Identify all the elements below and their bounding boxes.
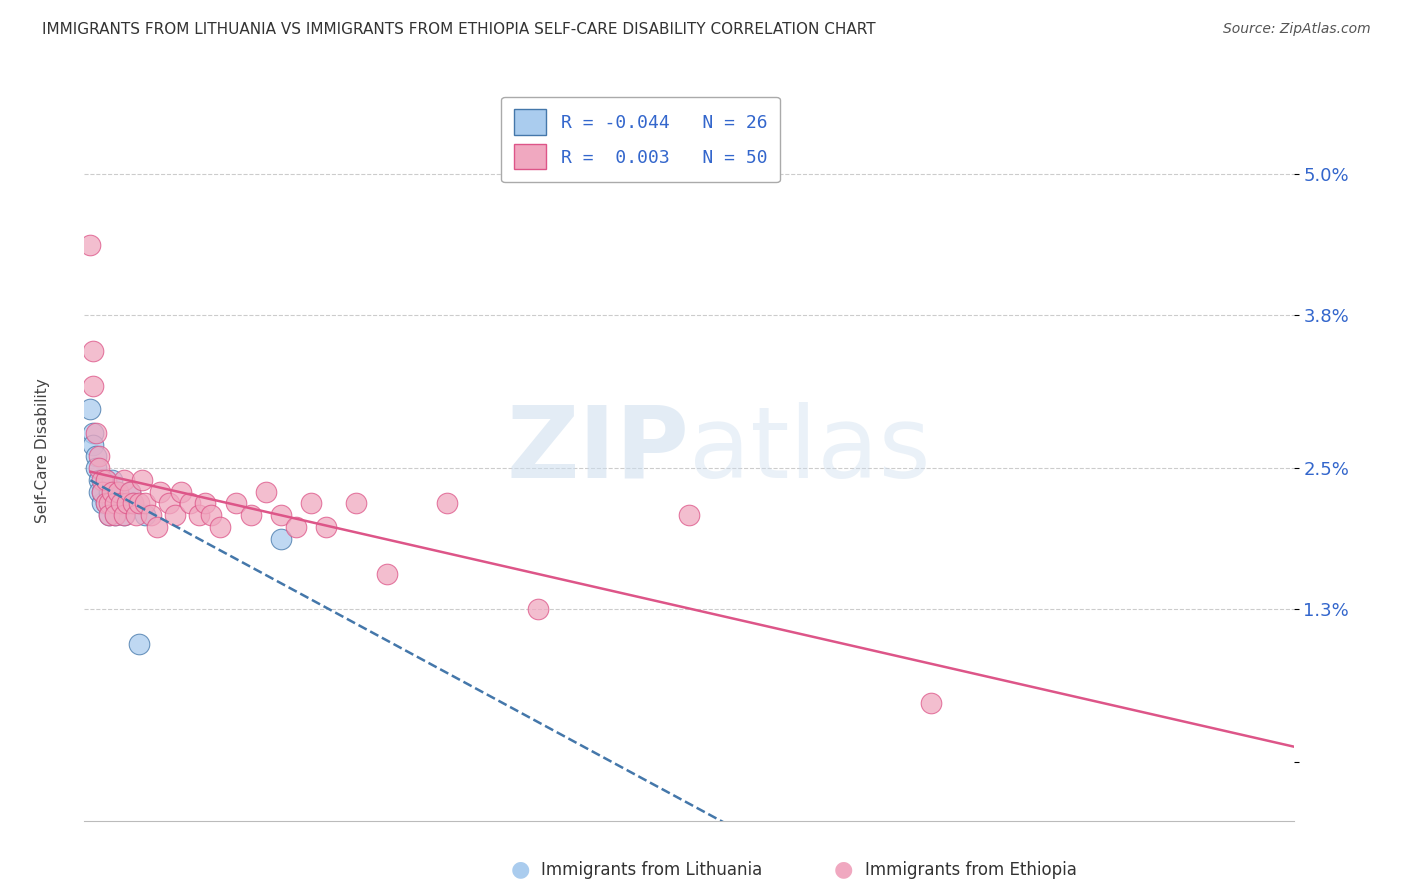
Point [97,508,120,522]
Point [270,508,292,522]
Text: ●: ● [510,860,530,880]
Point [121,496,143,510]
Point [200,508,222,522]
Point [86,425,108,440]
Point [678,508,700,522]
Point [115,496,138,510]
Point [131,473,153,487]
Point [91,473,114,487]
Point [128,637,150,651]
Point [94,473,117,487]
Point [115,496,138,510]
Point [91,484,114,499]
Point [79,402,101,417]
Point [94,496,117,510]
Point [112,508,135,522]
Point [270,532,292,546]
Point [225,496,247,510]
Point [100,496,122,510]
Point [104,496,127,510]
Point [82,343,104,358]
Point [79,237,101,252]
Point [527,602,550,616]
Point [89,484,111,499]
Point [110,496,132,510]
Point [118,484,141,499]
Point [920,696,942,710]
Point [134,496,156,510]
Point [194,496,217,510]
Point [104,508,127,522]
Point [110,496,132,510]
Point [285,520,308,534]
Point [97,508,120,522]
Point [125,508,148,522]
Point [254,484,277,499]
Text: atlas: atlas [689,402,931,499]
Point [165,508,187,522]
Text: Immigrants from Lithuania: Immigrants from Lithuania [541,861,762,879]
Legend: R = -0.044   N = 26, R =  0.003   N = 50: R = -0.044 N = 26, R = 0.003 N = 50 [501,96,780,182]
Point [146,520,169,534]
Point [86,461,108,475]
Point [94,473,117,487]
Point [104,508,127,522]
Point [82,437,104,451]
Point [375,566,398,581]
Point [100,484,122,499]
Text: Source: ZipAtlas.com: Source: ZipAtlas.com [1223,22,1371,37]
Point [89,450,111,464]
Text: IMMIGRANTS FROM LITHUANIA VS IMMIGRANTS FROM ETHIOPIA SELF-CARE DISABILITY CORRE: IMMIGRANTS FROM LITHUANIA VS IMMIGRANTS … [42,22,876,37]
Point [436,496,458,510]
Point [139,508,162,522]
Text: ZIP: ZIP [506,402,689,499]
Point [112,508,135,522]
Point [346,496,368,510]
Point [94,496,117,510]
Point [239,508,262,522]
Point [91,484,114,499]
Point [82,379,104,393]
Text: ●: ● [834,860,853,880]
Point [100,473,122,487]
Point [149,484,172,499]
Point [179,496,201,510]
Point [118,484,141,499]
Point [315,520,337,534]
Point [170,484,193,499]
Text: Immigrants from Ethiopia: Immigrants from Ethiopia [865,861,1077,879]
Point [91,496,114,510]
Point [97,496,120,510]
Point [188,508,211,522]
Point [107,484,129,499]
Point [299,496,322,510]
Point [86,450,108,464]
Point [121,496,143,510]
Point [128,496,150,510]
Point [97,484,120,499]
Point [89,473,111,487]
Point [82,425,104,440]
Point [104,496,127,510]
Point [107,484,129,499]
Point [134,508,156,522]
Point [209,520,232,534]
Text: Self-Care Disability: Self-Care Disability [35,378,49,523]
Point [157,496,180,510]
Point [89,461,111,475]
Point [112,473,135,487]
